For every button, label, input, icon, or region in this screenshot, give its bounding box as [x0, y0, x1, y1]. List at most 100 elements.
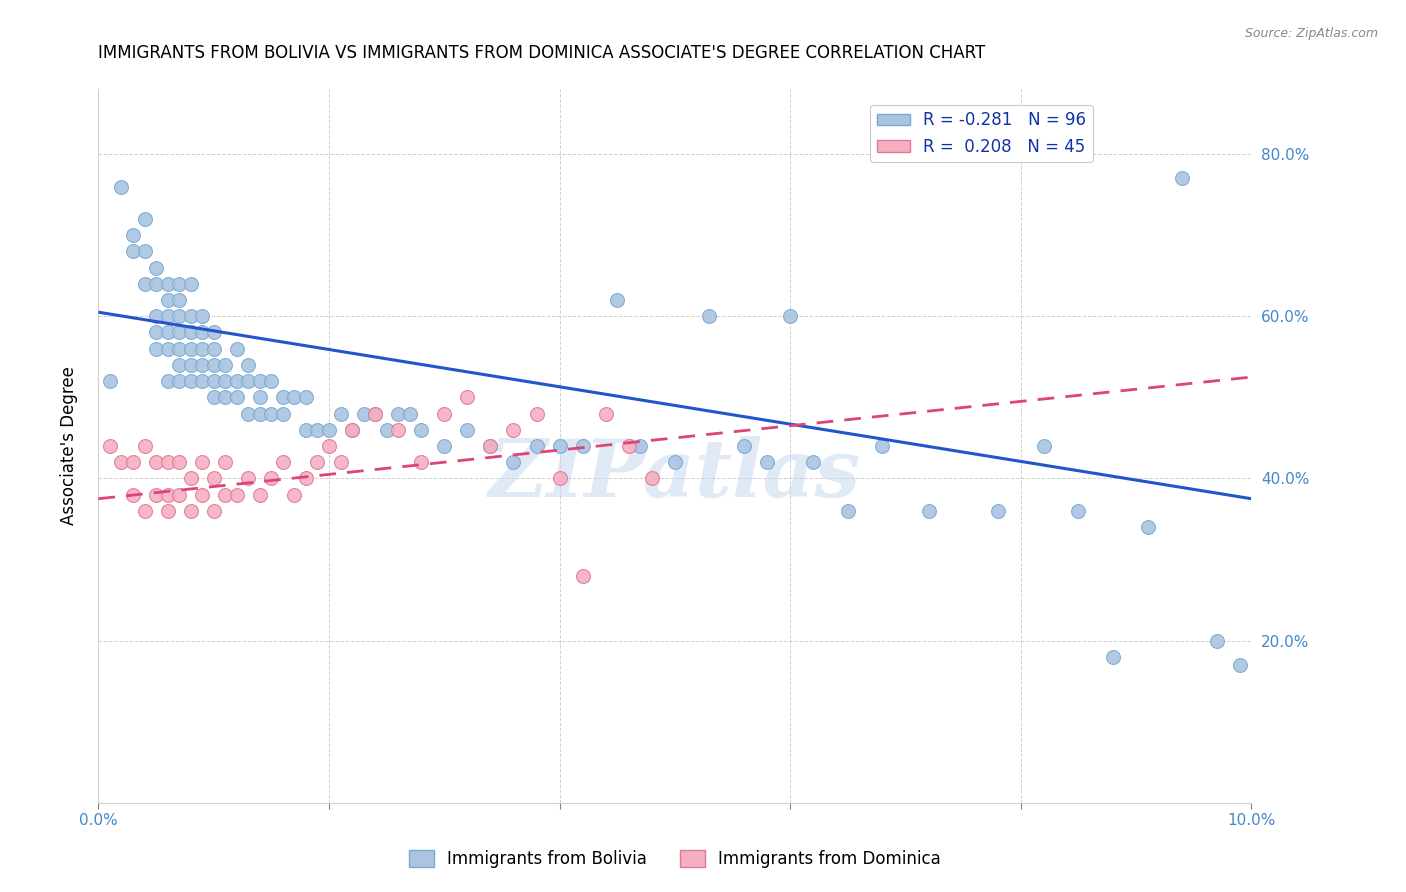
Point [145, 260, 167, 275]
Point [156, 326, 179, 340]
Point [214, 488, 236, 502]
Point [1102, 649, 1125, 664]
Point [307, 455, 329, 469]
Point [134, 439, 156, 453]
Point [156, 488, 179, 502]
Point [110, 455, 132, 469]
Point [180, 471, 202, 485]
Point [122, 228, 145, 243]
Point [202, 326, 225, 340]
Point [167, 326, 190, 340]
Point [225, 390, 247, 404]
Point [1171, 171, 1194, 186]
Point [249, 407, 271, 421]
Point [260, 374, 283, 388]
Point [411, 455, 433, 469]
Point [191, 455, 214, 469]
Point [191, 488, 214, 502]
Point [387, 423, 409, 437]
Point [329, 407, 352, 421]
Point [987, 504, 1010, 518]
Point [145, 326, 167, 340]
Point [110, 179, 132, 194]
Point [526, 439, 548, 453]
Point [283, 488, 305, 502]
Point [271, 390, 294, 404]
Point [214, 455, 236, 469]
Point [167, 374, 190, 388]
Point [617, 439, 640, 453]
Point [249, 390, 271, 404]
Y-axis label: Associate's Degree: Associate's Degree [59, 367, 77, 525]
Point [502, 423, 524, 437]
Legend: Immigrants from Bolivia, Immigrants from Dominica: Immigrants from Bolivia, Immigrants from… [402, 843, 948, 875]
Point [156, 293, 179, 307]
Point [167, 342, 190, 356]
Text: Source: ZipAtlas.com: Source: ZipAtlas.com [1244, 27, 1378, 40]
Point [238, 374, 260, 388]
Point [202, 358, 225, 372]
Point [733, 439, 755, 453]
Point [479, 439, 502, 453]
Point [134, 211, 156, 226]
Point [595, 407, 617, 421]
Point [756, 455, 779, 469]
Point [641, 471, 664, 485]
Point [571, 439, 593, 453]
Point [122, 455, 145, 469]
Point [180, 277, 202, 291]
Point [156, 277, 179, 291]
Point [225, 342, 247, 356]
Point [180, 504, 202, 518]
Point [479, 439, 502, 453]
Point [156, 342, 179, 356]
Point [364, 407, 387, 421]
Point [526, 407, 548, 421]
Point [456, 390, 478, 404]
Point [134, 244, 156, 259]
Point [167, 310, 190, 324]
Point [238, 407, 260, 421]
Point [801, 455, 824, 469]
Point [156, 504, 179, 518]
Point [134, 277, 156, 291]
Point [1205, 633, 1227, 648]
Point [295, 423, 318, 437]
Point [202, 342, 225, 356]
Point [180, 374, 202, 388]
Point [364, 407, 387, 421]
Point [167, 277, 190, 291]
Point [1136, 520, 1159, 534]
Point [271, 455, 294, 469]
Point [214, 390, 236, 404]
Point [202, 471, 225, 485]
Point [271, 407, 294, 421]
Point [238, 358, 260, 372]
Point [571, 568, 593, 582]
Point [145, 310, 167, 324]
Point [340, 423, 363, 437]
Point [202, 390, 225, 404]
Point [180, 310, 202, 324]
Point [606, 293, 628, 307]
Point [167, 455, 190, 469]
Point [145, 455, 167, 469]
Point [180, 342, 202, 356]
Point [145, 488, 167, 502]
Point [156, 455, 179, 469]
Point [628, 439, 651, 453]
Point [249, 374, 271, 388]
Point [387, 407, 409, 421]
Point [180, 358, 202, 372]
Point [214, 358, 236, 372]
Point [98, 374, 121, 388]
Point [225, 374, 247, 388]
Point [1032, 439, 1054, 453]
Point [318, 439, 340, 453]
Point [548, 439, 571, 453]
Point [202, 374, 225, 388]
Legend: R = -0.281   N = 96, R =  0.208   N = 45: R = -0.281 N = 96, R = 0.208 N = 45 [870, 104, 1092, 162]
Point [122, 488, 145, 502]
Point [260, 471, 283, 485]
Point [375, 423, 398, 437]
